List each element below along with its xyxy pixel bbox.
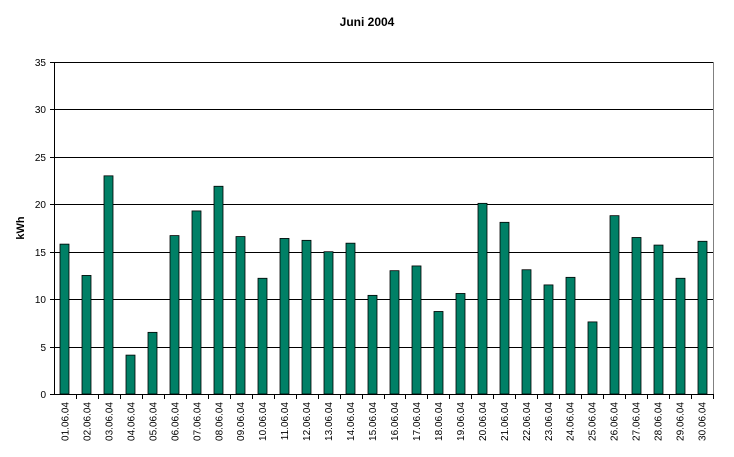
bar [279, 238, 290, 395]
y-tick-label: 20 [35, 200, 47, 211]
x-tick-label: 20.06.04 [478, 402, 489, 441]
x-tick-label: 27.06.04 [632, 402, 643, 441]
x-tick-label: 01.06.04 [60, 402, 71, 441]
bars [59, 175, 708, 395]
y-tick-label: 15 [35, 248, 47, 259]
y-axis-label: kWh [15, 216, 27, 240]
x-tick-label: 19.06.04 [456, 402, 467, 441]
x-tick-label: 11.06.04 [280, 402, 291, 441]
x-tick-label: 14.06.04 [346, 402, 357, 441]
x-tick-label: 04.06.04 [126, 402, 137, 441]
x-tick-label: 02.06.04 [82, 402, 93, 441]
x-tick-label: 08.06.04 [214, 402, 225, 441]
bar [543, 284, 554, 395]
y-tick-label: 30 [35, 105, 47, 116]
y-tick-label: 10 [35, 295, 47, 306]
x-tick-label: 03.06.04 [104, 402, 115, 441]
bar [301, 239, 312, 395]
chart-title: Juni 2004 [339, 15, 395, 29]
bar [697, 240, 708, 395]
bar [389, 270, 400, 395]
bar [147, 331, 158, 395]
y-tick-label: 35 [35, 58, 47, 69]
bar [455, 293, 466, 395]
x-tick-label: 16.06.04 [390, 402, 401, 441]
bar [59, 243, 70, 395]
x-tick-label: 18.06.04 [434, 402, 445, 441]
y-tick-label: 25 [35, 153, 47, 164]
x-tick-label: 10.06.04 [258, 402, 269, 441]
x-tick-label: 30.06.04 [698, 402, 709, 441]
bar [191, 210, 202, 395]
bar [433, 311, 444, 395]
x-tick-label: 23.06.04 [544, 402, 555, 441]
bar [631, 237, 642, 395]
x-tick-label: 29.06.04 [676, 402, 687, 441]
bar [411, 265, 422, 395]
x-tick-label: 07.06.04 [192, 402, 203, 441]
x-tick-label: 28.06.04 [654, 402, 665, 441]
x-tick-label: 15.06.04 [368, 402, 379, 441]
x-tick-label: 09.06.04 [236, 402, 247, 441]
x-tick-label: 12.06.04 [302, 402, 313, 441]
bar [499, 221, 510, 395]
bar [675, 277, 686, 395]
x-tick-label: 22.06.04 [522, 402, 533, 441]
x-tick-label: 26.06.04 [610, 402, 621, 441]
x-tick-label: 21.06.04 [500, 402, 511, 441]
y-tick-labels: 0 5 10 15 20 25 30 35 [35, 58, 47, 401]
bar [323, 251, 334, 395]
bar [81, 275, 92, 395]
bar [345, 242, 356, 395]
bar [367, 294, 378, 395]
x-tick-label: 17.06.04 [412, 402, 423, 441]
bar [521, 269, 532, 395]
bar [609, 215, 620, 395]
bar [257, 277, 268, 395]
bar [169, 235, 180, 395]
x-tick-label: 24.06.04 [566, 402, 577, 441]
bar [103, 175, 114, 395]
bar [477, 202, 488, 395]
bar [587, 321, 598, 395]
y-tick-label: 0 [40, 390, 46, 401]
y-tick-label: 5 [40, 343, 46, 354]
x-tick-label: 06.06.04 [170, 402, 181, 441]
x-tick-label: 13.06.04 [324, 402, 335, 441]
bar [565, 276, 576, 395]
x-tick-label: 05.06.04 [148, 402, 159, 441]
bar [653, 244, 664, 395]
axes [50, 62, 714, 399]
x-tick-labels: 01.06.04 02.06.04 03.06.04 04.06.04 05.06.04… [60, 402, 708, 441]
bar [235, 236, 246, 395]
x-tick-label: 25.06.04 [588, 402, 599, 441]
bar [213, 185, 224, 395]
bar [125, 354, 136, 395]
gridlines [54, 62, 713, 348]
